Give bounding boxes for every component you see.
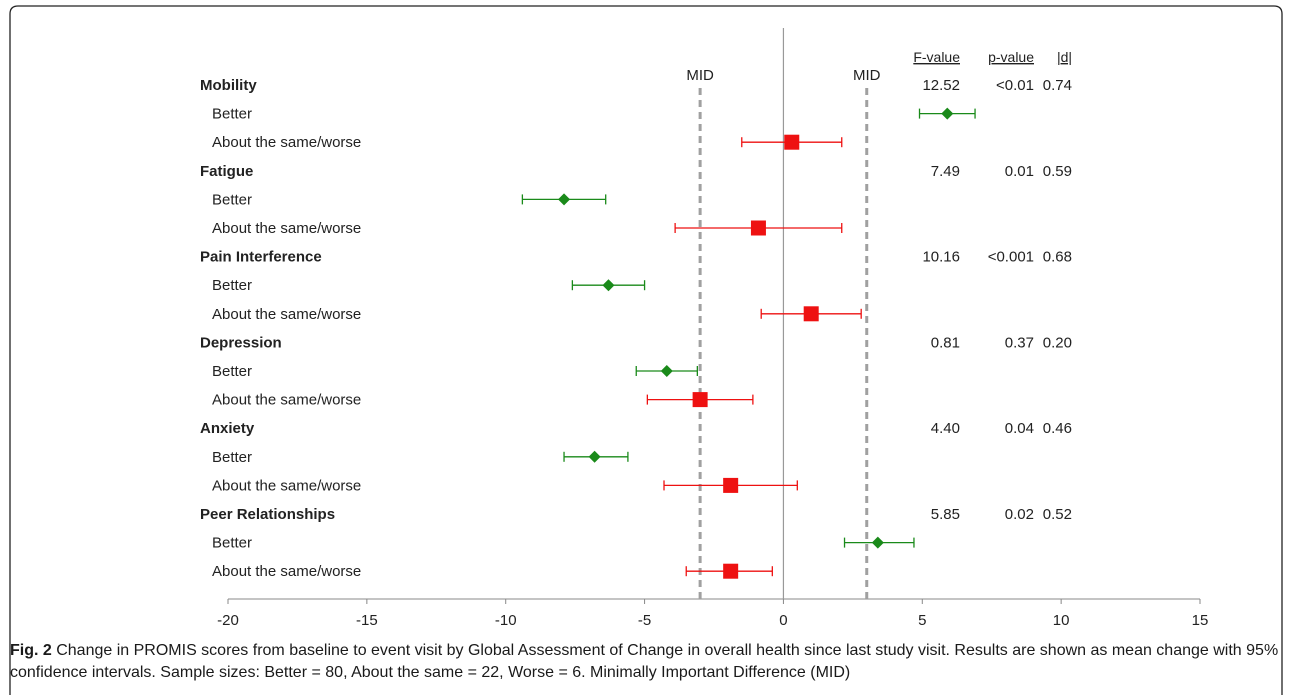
point-marker-diamond [558,193,571,206]
row-label: About the same/worse [212,134,361,151]
row-label: About the same/worse [212,477,361,494]
point-marker-square [723,563,739,579]
f-value: 4.40 [931,420,960,437]
d-value: 0.74 [1043,77,1072,94]
x-tick-label: -10 [495,612,517,629]
group-label: Depression [200,334,282,351]
row-label: Better [212,449,252,466]
p-value: <0.001 [988,249,1034,266]
f-value: 5.85 [931,506,960,523]
caption-label: Fig. 2 [10,642,52,659]
f-value: 10.16 [922,249,960,266]
group-label: Peer Relationships [200,506,335,523]
x-tick-label: -5 [638,612,651,629]
d-value: 0.46 [1043,420,1072,437]
column-header: F-value [913,49,960,65]
x-tick-label: 10 [1053,612,1070,629]
row-label: About the same/worse [212,306,361,323]
d-value: 0.59 [1043,163,1072,180]
x-tick-label: -15 [356,612,378,629]
d-value: 0.68 [1043,249,1072,266]
forest-plot: -20 -15 -10 -5 0 5 10 15 MID MID F-value p-value |d|… [200,28,1209,629]
d-value: 0.52 [1043,506,1072,523]
p-value: 0.01 [1005,163,1034,180]
row-label: Better [212,106,252,123]
column-header: p-value [988,49,1034,65]
point-marker-square [750,220,766,236]
p-value: <0.01 [996,77,1034,94]
point-marker-diamond [871,536,884,549]
row-label: Better [212,535,252,552]
point-marker-diamond [941,107,954,120]
mid-label: MID [686,67,714,84]
point-marker-square [723,477,739,493]
d-value: 0.20 [1043,334,1072,351]
row-label: Better [212,363,252,380]
row-label: About the same/worse [212,220,361,237]
row-label: About the same/worse [212,563,361,580]
f-value: 12.52 [922,77,960,94]
figure-caption: Fig. 2 Change in PROMIS scores from base… [10,640,1280,684]
row-label: Better [212,191,252,208]
x-tick-label: 0 [779,612,787,629]
point-marker-diamond [588,450,601,463]
x-tick-label: 15 [1192,612,1209,629]
mid-label: MID [853,67,881,84]
p-value: 0.02 [1005,506,1034,523]
caption-text: Change in PROMIS scores from baseline to… [10,642,1279,681]
point-marker-diamond [602,279,615,292]
row-label: Better [212,277,252,294]
p-value: 0.04 [1005,420,1034,437]
column-header: |d| [1057,49,1072,65]
row-label: About the same/worse [212,392,361,409]
group-label: Pain Interference [200,249,322,266]
point-marker-square [784,134,800,150]
group-label: Mobility [200,77,257,94]
point-marker-square [692,392,708,408]
group-label: Anxiety [200,420,255,437]
f-value: 7.49 [931,163,960,180]
point-marker-diamond [660,365,673,377]
f-value: 0.81 [931,334,960,351]
x-tick-label: -20 [217,612,239,629]
x-tick-label: 5 [918,612,926,629]
group-label: Fatigue [200,163,253,180]
point-marker-square [803,306,819,322]
p-value: 0.37 [1005,334,1034,351]
